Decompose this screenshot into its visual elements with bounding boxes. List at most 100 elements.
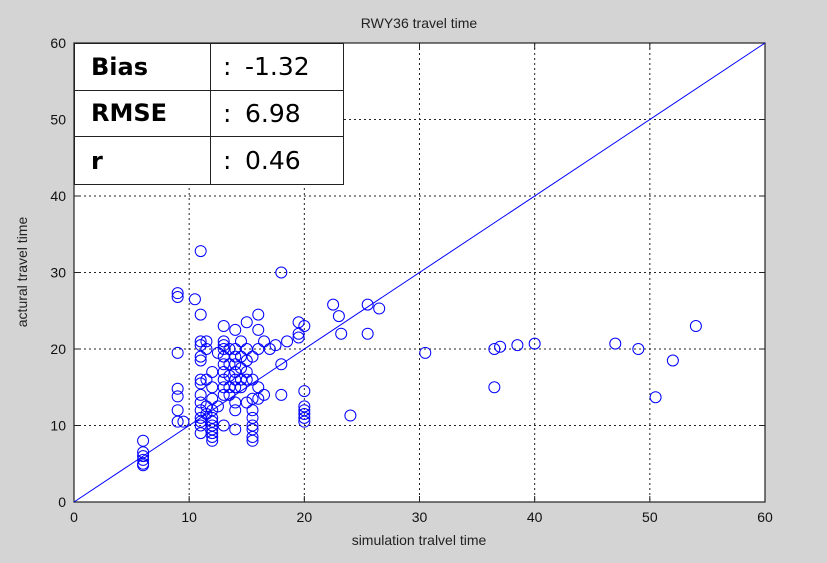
data-point bbox=[194, 419, 207, 432]
data-point bbox=[223, 343, 236, 355]
data-point bbox=[200, 343, 213, 355]
data-point bbox=[234, 373, 247, 386]
data-point bbox=[275, 388, 288, 401]
data-point bbox=[240, 373, 253, 386]
data-point bbox=[217, 335, 230, 348]
data-point bbox=[229, 373, 242, 386]
data-point bbox=[223, 388, 236, 401]
stats-row-rmse: RMSE : 6.98 bbox=[75, 90, 343, 138]
data-point bbox=[206, 434, 219, 447]
data-point bbox=[494, 340, 507, 353]
y-tick-label: 10 bbox=[50, 418, 66, 434]
chart-title: RWY36 travel time bbox=[361, 15, 478, 31]
x-tick-label: 40 bbox=[527, 509, 543, 525]
data-point bbox=[211, 400, 224, 413]
data-point bbox=[298, 320, 311, 333]
data-point bbox=[298, 385, 311, 398]
data-point bbox=[361, 327, 374, 340]
data-point bbox=[281, 335, 294, 348]
data-point bbox=[217, 320, 230, 333]
data-point bbox=[137, 459, 150, 472]
data-point bbox=[194, 335, 207, 348]
x-tick-label: 50 bbox=[642, 509, 658, 525]
data-point bbox=[649, 391, 662, 404]
stats-value: 0.46 bbox=[245, 146, 301, 176]
data-point bbox=[171, 290, 184, 303]
data-point bbox=[171, 390, 184, 403]
data-point bbox=[298, 411, 311, 424]
data-point bbox=[252, 323, 265, 336]
data-point bbox=[171, 382, 184, 395]
stats-label: r bbox=[75, 137, 211, 184]
data-point bbox=[217, 381, 230, 394]
data-point bbox=[217, 419, 230, 432]
stats-colon: : bbox=[223, 146, 232, 176]
data-point bbox=[217, 350, 230, 363]
data-point bbox=[298, 415, 311, 428]
x-tick-label: 20 bbox=[297, 509, 313, 525]
data-point bbox=[298, 408, 311, 421]
data-point bbox=[206, 427, 219, 440]
data-point bbox=[269, 339, 282, 352]
data-point bbox=[137, 453, 150, 466]
data-point bbox=[217, 388, 230, 401]
data-point bbox=[229, 423, 242, 436]
data-point bbox=[194, 350, 207, 363]
data-point bbox=[361, 298, 374, 311]
data-point bbox=[206, 430, 219, 443]
reference-line bbox=[73, 42, 766, 503]
y-tick-label: 30 bbox=[50, 265, 66, 281]
data-point bbox=[246, 404, 259, 417]
data-point bbox=[275, 358, 288, 371]
data-points bbox=[137, 245, 702, 472]
stats-value: -1.32 bbox=[245, 52, 310, 82]
data-point bbox=[171, 415, 184, 428]
data-point bbox=[229, 323, 242, 336]
data-point bbox=[666, 354, 679, 367]
data-point bbox=[194, 245, 207, 258]
y-axis-label: actural travel time bbox=[14, 217, 30, 328]
data-point bbox=[632, 343, 645, 355]
data-point bbox=[194, 388, 207, 401]
data-point bbox=[609, 337, 622, 350]
data-point bbox=[240, 365, 253, 378]
data-point bbox=[528, 337, 541, 350]
data-point bbox=[332, 310, 345, 323]
x-tick-label: 60 bbox=[757, 509, 773, 525]
data-point bbox=[240, 316, 253, 329]
stats-label: RMSE bbox=[75, 90, 211, 137]
data-point bbox=[258, 388, 271, 401]
y-tick-label: 40 bbox=[50, 188, 66, 204]
data-point bbox=[229, 404, 242, 417]
data-point bbox=[327, 298, 340, 311]
data-point bbox=[344, 409, 357, 422]
stats-row-r: r : 0.46 bbox=[75, 137, 343, 184]
stats-value-cell: : 0.46 bbox=[211, 137, 343, 184]
y-tick-label: 60 bbox=[50, 35, 66, 51]
x-tick-label: 30 bbox=[412, 509, 428, 525]
stats-colon: : bbox=[223, 52, 232, 82]
stats-colon: : bbox=[223, 98, 232, 128]
data-point bbox=[223, 381, 236, 394]
data-point bbox=[194, 373, 207, 386]
data-point bbox=[488, 343, 501, 355]
reference-line-group bbox=[73, 42, 766, 503]
data-point bbox=[246, 430, 259, 443]
stats-value-cell: : -1.32 bbox=[211, 44, 343, 90]
data-point bbox=[229, 350, 242, 363]
data-point bbox=[246, 373, 259, 386]
x-axis-label: simulation tralvel time bbox=[352, 532, 487, 548]
data-point bbox=[229, 343, 242, 355]
data-point bbox=[258, 335, 271, 348]
data-point bbox=[488, 381, 501, 394]
x-tick-label: 0 bbox=[70, 509, 78, 525]
data-point bbox=[292, 331, 305, 344]
stats-label: Bias bbox=[75, 44, 211, 90]
data-point bbox=[171, 346, 184, 359]
data-point bbox=[229, 381, 242, 394]
y-tick-label: 20 bbox=[50, 341, 66, 357]
y-tick-label: 50 bbox=[50, 112, 66, 128]
stats-value: 6.98 bbox=[245, 98, 301, 128]
data-point bbox=[217, 358, 230, 371]
data-point bbox=[234, 335, 247, 348]
